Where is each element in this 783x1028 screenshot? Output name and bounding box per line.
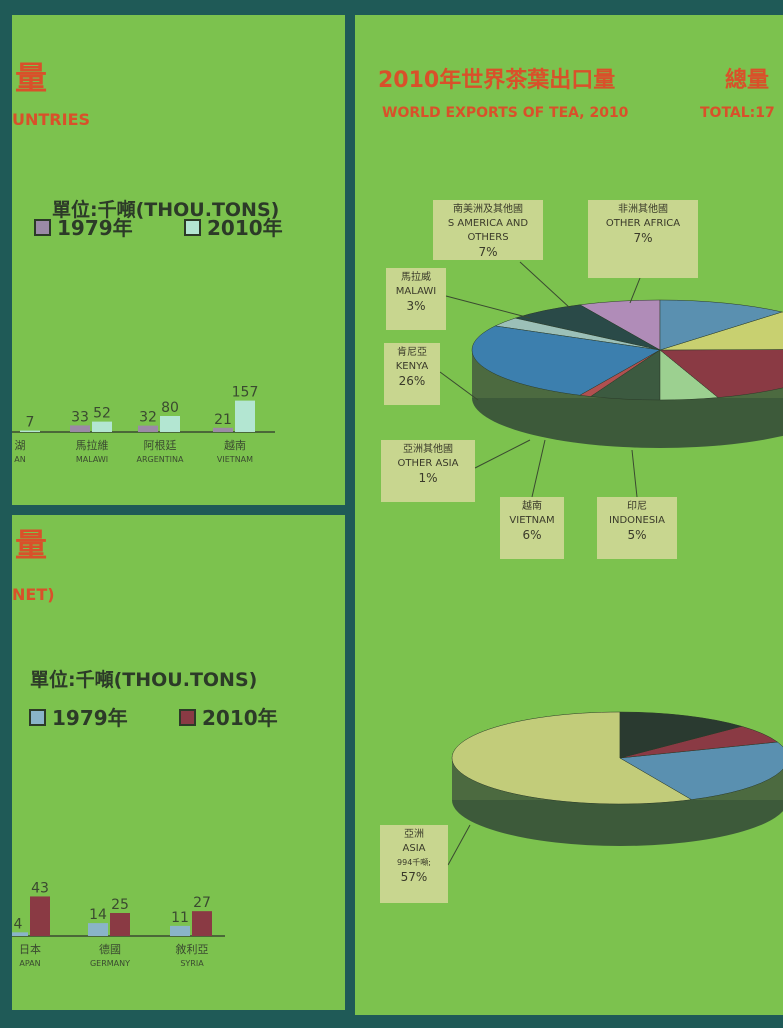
slice-label-en: OTHER ASIA — [381, 457, 475, 471]
slice-label-en: OTHER AFRICA — [588, 217, 698, 231]
legend-swatch — [30, 710, 45, 725]
bar — [110, 913, 130, 936]
slice-label-zh: 印尼 — [597, 500, 677, 514]
pie — [452, 712, 783, 846]
slice-label-en: MALAWI — [386, 285, 446, 299]
slice-label-pct: 7% — [433, 245, 543, 259]
slice-label-zh: 越南 — [500, 500, 564, 514]
slice-label-amount: 994千噸; — [380, 856, 448, 870]
legend-label: 1979年 — [52, 706, 128, 730]
bar — [138, 426, 158, 432]
label-box: 亞洲其他國OTHER ASIA1% — [381, 440, 475, 502]
slice-label-pct: 3% — [386, 299, 446, 313]
value-label: 27 — [193, 895, 211, 911]
category-label: 阿根廷 — [144, 438, 177, 452]
leader-line — [520, 262, 570, 308]
legend-swatch — [185, 220, 200, 235]
bar — [88, 923, 108, 936]
slice-label-en: INDONESIA — [597, 514, 677, 528]
slice-label-pct: 6% — [500, 528, 564, 542]
value-label: 25 — [111, 897, 129, 913]
legend-label: 2010年 — [202, 706, 278, 730]
slice-label-zh: 肯尼亞 — [384, 346, 440, 360]
slice-label-zh: 馬拉威 — [386, 271, 446, 285]
bar — [160, 416, 180, 432]
category-label: ARGENTINA — [137, 455, 185, 464]
value-label: 80 — [161, 400, 179, 416]
leader-line — [448, 825, 470, 865]
slice-label-pct: 26% — [384, 374, 440, 388]
category-label: 日本 — [19, 942, 41, 956]
category-label: 湖 — [15, 439, 26, 452]
slice-label-zh: 亞洲其他國 — [381, 443, 475, 457]
category-label: 敘利亞 — [176, 942, 209, 956]
category-label: 德國 — [99, 942, 121, 956]
slice-label-zh: 亞洲 — [380, 828, 448, 842]
category-label: AN — [14, 455, 25, 464]
slice-label-en: S AMERICA AND OTHERS — [433, 217, 543, 245]
leader-line — [630, 278, 640, 303]
value-label: 52 — [93, 406, 111, 422]
category-label: APAN — [19, 959, 40, 968]
legend-swatch — [35, 220, 50, 235]
slice-label-zh: 非洲其他國 — [588, 203, 698, 217]
slice-label-pct: 5% — [597, 528, 677, 542]
value-label: 7 — [26, 415, 35, 431]
slice-label-zh: 南美洲及其他國 — [433, 203, 543, 217]
value-label: 157 — [232, 385, 259, 401]
bar — [30, 896, 50, 936]
pie — [472, 300, 783, 448]
slice-label-en: ASIA — [380, 842, 448, 856]
category-label: SYRIA — [180, 959, 204, 968]
slice-label-pct: 1% — [381, 471, 475, 485]
legend-label: 1979年 — [57, 216, 133, 240]
slice-label-pct: 7% — [588, 231, 698, 245]
value-label: 11 — [171, 910, 189, 926]
category-label: VIETNAM — [217, 455, 253, 464]
category-label: 越南 — [224, 438, 246, 452]
bar — [235, 401, 255, 432]
slice-label-en: VIETNAM — [500, 514, 564, 528]
bar — [70, 425, 90, 432]
slice-label-pct: 57% — [380, 870, 448, 884]
category-label: 馬拉維 — [76, 438, 109, 452]
slice-label-en: KENYA — [384, 360, 440, 374]
value-label: 14 — [89, 907, 107, 923]
bar — [170, 926, 190, 936]
value-label: 4 — [14, 916, 23, 932]
value-label: 43 — [31, 880, 49, 896]
legend-label: 2010年 — [207, 216, 283, 240]
bar — [8, 932, 28, 936]
leader-line — [532, 440, 545, 497]
leader-line — [446, 296, 530, 318]
bar — [92, 422, 112, 432]
photo: 量 UNTRIES 單位:千噸(THOU.TONS) 量 NET) 單位:千噸(… — [0, 0, 783, 1028]
value-label: 21 — [214, 412, 232, 428]
leader-line — [632, 450, 637, 497]
bar — [213, 428, 233, 432]
leader-line — [475, 440, 530, 468]
value-label: 32 — [139, 410, 157, 426]
category-label: GERMANY — [90, 959, 130, 968]
value-label: 33 — [71, 409, 89, 425]
bar — [192, 911, 212, 936]
bar-chart: 7湖 AN 3352 馬拉維 MALAWI 3280 阿根廷 ARGENTINA 21157 越南… — [12, 216, 283, 464]
bar — [20, 431, 40, 432]
category-label: MALAWI — [76, 455, 108, 464]
legend-swatch — [180, 710, 195, 725]
